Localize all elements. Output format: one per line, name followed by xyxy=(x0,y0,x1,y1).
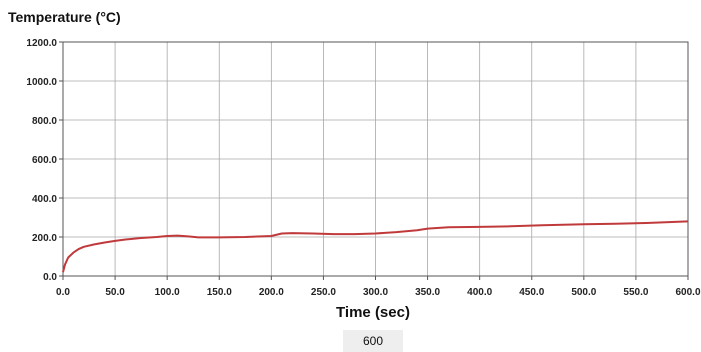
x-tick-label: 450.0 xyxy=(519,287,544,298)
y-tick-label: 1200.0 xyxy=(26,38,57,49)
y-tick-label: 400.0 xyxy=(32,194,57,205)
temperature-series-line xyxy=(62,220,689,273)
y-tick-label: 1000.0 xyxy=(26,77,57,88)
x-tick-label: 200.0 xyxy=(259,287,284,298)
y-tick-label: 200.0 xyxy=(32,233,57,244)
x-tick-label: 350.0 xyxy=(415,287,440,298)
x-tick-label: 400.0 xyxy=(467,287,492,298)
y-tick-label: 0.0 xyxy=(43,272,57,283)
series-layer xyxy=(62,220,689,273)
x-tick-label: 100.0 xyxy=(155,287,180,298)
y-tick-label: 600.0 xyxy=(32,155,57,166)
x-tick-label: 300.0 xyxy=(363,287,388,298)
y-tick-label: 800.0 xyxy=(32,116,57,127)
plot-frame xyxy=(59,41,689,280)
x-tick-label: 50.0 xyxy=(105,287,125,298)
x-axis-title: Time (sec) xyxy=(336,304,410,321)
time-readout: 600 xyxy=(343,330,403,352)
tick-labels: 0.0 50.0 100.0 150.0 200.0 250.0 300.0 350.0 400… xyxy=(26,38,701,298)
x-tick-label: 550.0 xyxy=(623,287,648,298)
y-axis-title: Temperature (°C) xyxy=(8,9,121,25)
plot-border xyxy=(62,41,689,277)
x-tick-label: 150.0 xyxy=(207,287,232,298)
x-tick-label: 250.0 xyxy=(311,287,336,298)
x-tick-label: 600.0 xyxy=(675,287,700,298)
grid-lines xyxy=(63,42,688,276)
x-tick-label: 0.0 xyxy=(56,287,70,298)
x-tick-label: 500.0 xyxy=(571,287,596,298)
